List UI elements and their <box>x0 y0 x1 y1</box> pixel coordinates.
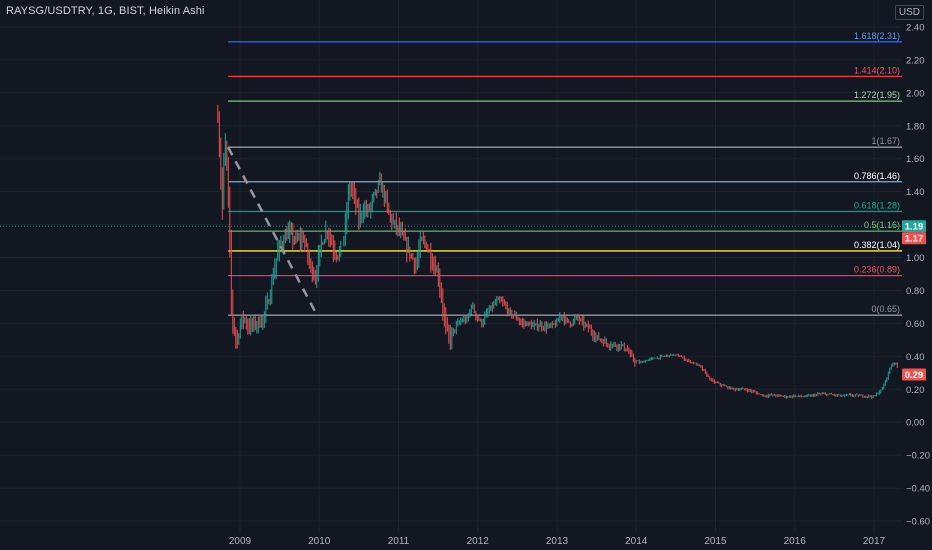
fib-level-label: 0.5(1.16) <box>864 220 900 230</box>
price-tick-label: 0.20 <box>906 385 925 396</box>
fib-level-label: 1(1.67) <box>871 136 900 146</box>
candles <box>217 104 898 400</box>
fib-level-label: 0.382(1.04) <box>854 240 900 250</box>
time-tick-label: 2011 <box>388 536 410 547</box>
time-tick-label: 2016 <box>784 536 807 547</box>
time-tick-label: 2009 <box>229 536 252 547</box>
price-label-box <box>902 368 926 381</box>
price-tick-label: 2.00 <box>906 88 925 99</box>
price-tick-label: 2.40 <box>906 23 925 34</box>
symbol-title: RAYSG/USDTRY, 1G, BIST, Heikin Ashi <box>6 5 205 17</box>
time-tick-label: 2012 <box>467 536 490 547</box>
price-tick-label: 1.40 <box>906 187 925 198</box>
fibonacci-extension[interactable]: 1.618(2.31) 1.414(2.10) 1.272(1.95) 1(1.67)… <box>228 31 902 316</box>
price-label-value: 1.17 <box>905 234 924 245</box>
price-labels: 1.191.17 0.29 <box>902 220 926 381</box>
price-tick-label: 0.00 <box>906 418 925 429</box>
fib-level-label: 1.272(1.95) <box>854 90 900 100</box>
fib-level-label: 0.236(0.89) <box>854 265 900 275</box>
price-tick-label: 0.60 <box>906 319 925 330</box>
time-tick-label: 2013 <box>546 536 569 547</box>
price-label-value: 1.19 <box>905 222 924 233</box>
time-axis[interactable]: 2009 2010 2011 2012 2013 2014 2015 2016 2017 <box>229 536 886 547</box>
price-tick-label: 1.60 <box>906 154 925 165</box>
price-axis[interactable]: 2.402.202.001.801.601.401.201.000.800.60… <box>906 23 930 528</box>
price-tick-label: 0.40 <box>906 352 925 363</box>
price-tick-label: −0.20 <box>906 451 930 462</box>
price-tick-label: 2.20 <box>906 55 925 66</box>
price-tick-label: 1.80 <box>906 121 925 132</box>
currency-badge[interactable]: USD <box>894 5 924 20</box>
fib-level-label: 0(0.65) <box>871 304 900 314</box>
price-label-box <box>902 220 926 233</box>
price-label-box <box>902 232 926 245</box>
time-tick-label: 2014 <box>625 536 648 547</box>
price-tick-label: 1.00 <box>906 253 925 264</box>
fib-level-label: 0.786(1.46) <box>854 171 900 181</box>
time-tick-label: 2015 <box>704 536 727 547</box>
fib-level-label: 0.618(1.28) <box>854 200 900 210</box>
time-tick-label: 2010 <box>308 536 331 547</box>
price-tick-label: 0.80 <box>906 286 925 297</box>
price-tick-label: −0.40 <box>906 484 930 495</box>
time-tick-label: 2017 <box>863 536 886 547</box>
price-label-value: 0.29 <box>905 370 924 381</box>
grid-lines <box>0 0 902 532</box>
fib-level-label: 1.414(2.10) <box>854 65 900 75</box>
fib-level-label: 1.618(2.31) <box>854 31 900 41</box>
price-tick-label: −0.60 <box>906 517 930 528</box>
